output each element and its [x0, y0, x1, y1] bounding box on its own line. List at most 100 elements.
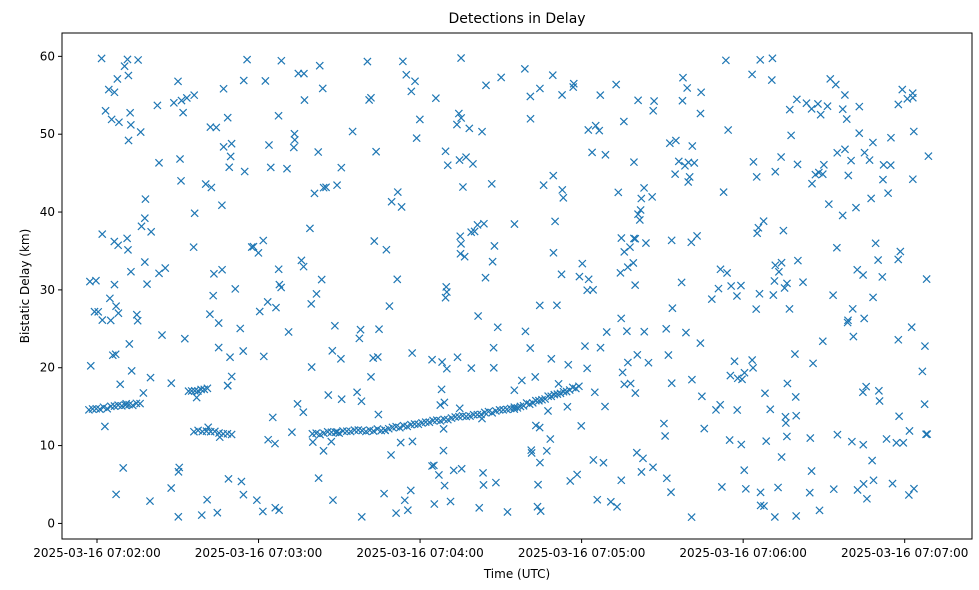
data-point — [640, 327, 649, 336]
data-point — [548, 71, 557, 80]
data-point — [918, 367, 927, 376]
data-point — [147, 227, 156, 236]
data-point — [922, 430, 931, 439]
data-point — [759, 217, 768, 226]
data-point — [792, 511, 801, 521]
data-point — [247, 243, 256, 252]
data-point — [661, 431, 670, 441]
data-point — [387, 450, 396, 459]
data-point — [632, 448, 641, 457]
data-point — [733, 405, 742, 415]
data-point — [372, 147, 381, 156]
data-point — [564, 360, 573, 369]
data-point — [469, 410, 478, 419]
data-point — [213, 508, 222, 517]
data-point — [439, 446, 448, 455]
data-point — [169, 98, 178, 107]
data-point — [214, 343, 223, 352]
data-point — [752, 172, 761, 181]
data-point — [539, 181, 548, 190]
data-point — [132, 399, 141, 408]
data-point — [633, 350, 642, 359]
data-point — [190, 209, 199, 218]
data-point — [860, 148, 869, 157]
data-point — [677, 278, 686, 287]
data-point — [862, 494, 871, 503]
data-point — [327, 428, 336, 437]
data-point — [410, 77, 420, 86]
data-point — [516, 402, 525, 411]
data-point — [252, 496, 261, 505]
data-point — [869, 476, 878, 485]
data-point — [838, 211, 847, 220]
data-point — [816, 110, 825, 119]
data-point — [488, 257, 497, 266]
data-point — [261, 76, 270, 85]
data-point — [589, 455, 598, 464]
data-point — [249, 242, 258, 251]
data-point — [844, 171, 853, 180]
data-point — [454, 109, 463, 118]
data-point — [177, 96, 186, 105]
data-point — [671, 136, 680, 145]
data-point — [623, 263, 632, 272]
data-point — [112, 302, 121, 311]
data-point — [547, 354, 556, 363]
data-point — [811, 170, 820, 179]
data-point — [716, 265, 725, 274]
data-point — [612, 80, 621, 89]
data-point — [470, 227, 479, 236]
data-point — [140, 214, 149, 223]
data-point — [649, 106, 658, 115]
data-point — [843, 316, 853, 325]
data-point — [855, 129, 864, 138]
data-point — [680, 161, 689, 170]
data-point — [157, 331, 167, 340]
data-point — [908, 175, 917, 184]
data-point — [617, 476, 626, 485]
data-point — [106, 316, 115, 325]
data-point — [124, 136, 133, 145]
data-point — [353, 388, 362, 397]
data-point — [599, 458, 608, 467]
data-point — [840, 90, 849, 100]
data-point — [479, 480, 488, 489]
data-point — [442, 288, 451, 297]
data-point — [446, 497, 455, 506]
data-point — [452, 120, 461, 129]
data-point — [685, 172, 694, 181]
data-point — [197, 511, 206, 520]
data-point — [648, 192, 657, 201]
data-point — [894, 100, 903, 109]
data-point — [869, 293, 878, 302]
data-point — [173, 77, 183, 86]
data-point — [922, 275, 931, 284]
data-point — [878, 175, 887, 184]
data-point — [108, 351, 117, 360]
data-point — [114, 309, 123, 318]
data-point — [254, 248, 263, 257]
data-point — [223, 113, 232, 122]
data-point — [762, 437, 771, 446]
data-point — [874, 386, 883, 395]
data-point — [328, 346, 337, 355]
data-point — [782, 279, 792, 288]
data-point — [174, 467, 183, 476]
data-point — [805, 488, 814, 497]
data-point — [145, 497, 155, 506]
data-point — [596, 343, 605, 352]
data-point — [330, 321, 339, 330]
data-point — [924, 152, 933, 161]
axes: 0 10 20 30 40 50 60 2025-03-16 07:02:00 2025-03-… — [33, 32, 973, 560]
data-point — [741, 484, 750, 493]
data-point — [369, 354, 378, 363]
data-point — [697, 392, 706, 401]
data-point — [707, 295, 716, 304]
data-point — [631, 281, 640, 290]
data-point — [487, 179, 496, 188]
y-tick-label: 0 — [47, 516, 55, 530]
data-point — [690, 158, 699, 167]
data-point — [274, 111, 283, 120]
data-point — [696, 339, 705, 348]
data-point — [259, 352, 268, 361]
